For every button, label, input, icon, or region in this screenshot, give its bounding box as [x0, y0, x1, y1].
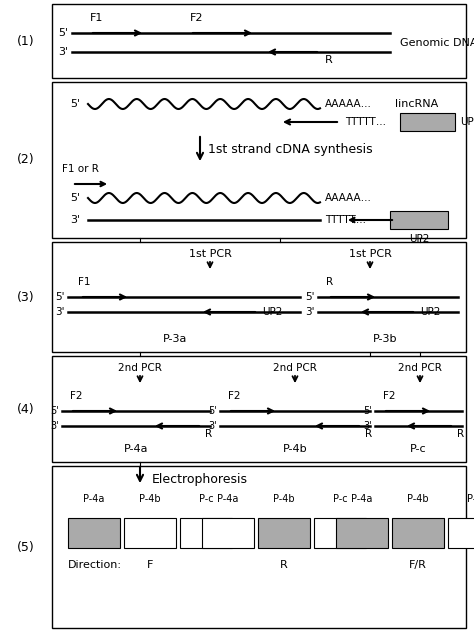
- Text: P-3a: P-3a: [163, 334, 187, 344]
- Text: P-3b: P-3b: [373, 334, 397, 344]
- Text: lincRNA: lincRNA: [395, 99, 438, 109]
- Bar: [390, 211, 448, 229]
- Bar: [68, 518, 120, 548]
- Text: F2: F2: [228, 391, 240, 401]
- Text: (1): (1): [17, 35, 35, 47]
- Bar: [336, 518, 388, 548]
- Text: P-4a: P-4a: [351, 494, 373, 504]
- Text: R: R: [205, 429, 212, 439]
- Text: P-4b: P-4b: [273, 494, 295, 504]
- Text: 5': 5': [208, 406, 217, 416]
- Text: F: F: [147, 560, 153, 570]
- Text: 3': 3': [50, 421, 59, 431]
- Text: F2: F2: [383, 391, 395, 401]
- Text: 5': 5': [70, 193, 80, 203]
- Bar: [52, 356, 466, 462]
- Bar: [314, 518, 366, 548]
- Text: R: R: [457, 429, 464, 439]
- Text: 2nd PCR: 2nd PCR: [398, 363, 442, 373]
- Text: Direction:: Direction:: [68, 560, 122, 570]
- Text: 1st PCR: 1st PCR: [189, 249, 231, 259]
- Text: 3': 3': [70, 215, 80, 225]
- Text: P-c: P-c: [467, 494, 474, 504]
- Text: Electrophoresis: Electrophoresis: [152, 473, 248, 487]
- Text: P-c: P-c: [333, 494, 347, 504]
- Text: 3': 3': [55, 307, 65, 317]
- Text: 5': 5': [50, 406, 59, 416]
- Text: 3': 3': [306, 307, 315, 317]
- Text: AAAAA…: AAAAA…: [325, 193, 372, 203]
- Text: TTTTT…: TTTTT…: [345, 117, 386, 127]
- Text: F2: F2: [70, 391, 82, 401]
- Text: Genomic DNA: Genomic DNA: [400, 37, 474, 47]
- Text: F1: F1: [78, 277, 91, 287]
- Text: R: R: [326, 277, 333, 287]
- Text: 1st PCR: 1st PCR: [348, 249, 392, 259]
- Text: P-4b: P-4b: [139, 494, 161, 504]
- Text: P-4a: P-4a: [83, 494, 105, 504]
- Text: R: R: [325, 55, 333, 65]
- Text: F1 or R: F1 or R: [62, 164, 99, 174]
- Text: 1st strand cDNA synthesis: 1st strand cDNA synthesis: [208, 143, 373, 156]
- Text: UP2: UP2: [409, 234, 429, 244]
- Text: UP2: UP2: [262, 307, 283, 317]
- Text: F1: F1: [90, 13, 103, 23]
- Text: 5': 5': [306, 292, 315, 302]
- Text: 2nd PCR: 2nd PCR: [118, 363, 162, 373]
- Bar: [258, 518, 310, 548]
- Text: 3': 3': [58, 47, 68, 57]
- Text: 2nd PCR: 2nd PCR: [273, 363, 317, 373]
- Bar: [52, 242, 466, 352]
- Bar: [400, 113, 455, 131]
- Text: R: R: [365, 429, 372, 439]
- Bar: [52, 466, 466, 628]
- Text: (2): (2): [17, 153, 35, 167]
- Text: (5): (5): [17, 541, 35, 553]
- Text: P-4b: P-4b: [407, 494, 429, 504]
- Text: R: R: [280, 560, 288, 570]
- Text: 3': 3': [209, 421, 217, 431]
- Text: UP2: UP2: [420, 307, 440, 317]
- Text: 5': 5': [70, 99, 80, 109]
- Text: UP1: UP1: [460, 117, 474, 127]
- Text: 5': 5': [55, 292, 65, 302]
- Bar: [52, 82, 466, 238]
- Text: P-4b: P-4b: [283, 444, 307, 454]
- Bar: [392, 518, 444, 548]
- Text: F2: F2: [190, 13, 203, 23]
- Bar: [124, 518, 176, 548]
- Text: TTTTT…: TTTTT…: [325, 215, 366, 225]
- Bar: [202, 518, 254, 548]
- Text: P-4a: P-4a: [124, 444, 148, 454]
- Bar: [448, 518, 474, 548]
- Text: (4): (4): [17, 403, 35, 415]
- Text: 5': 5': [58, 28, 68, 38]
- Text: P-c: P-c: [410, 444, 427, 454]
- Text: AAAAA…: AAAAA…: [325, 99, 372, 109]
- Text: (3): (3): [17, 290, 35, 304]
- Bar: [180, 518, 232, 548]
- Text: 3': 3': [364, 421, 372, 431]
- Bar: [52, 4, 466, 78]
- Text: P-c: P-c: [199, 494, 213, 504]
- Text: P-4a: P-4a: [217, 494, 239, 504]
- Text: F/R: F/R: [409, 560, 427, 570]
- Text: 5': 5': [363, 406, 372, 416]
